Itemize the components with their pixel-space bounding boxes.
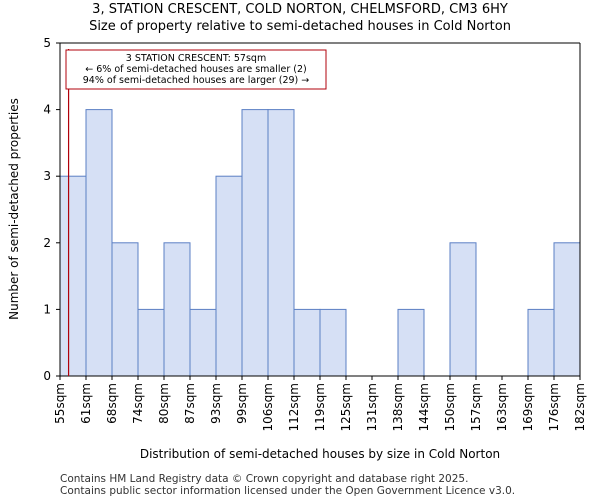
bar-119sqm — [319, 308, 347, 377]
chart-subtitle: Size of property relative to semi-detach… — [89, 19, 511, 34]
footer-copyright: Contains HM Land Registry data © Crown c… — [60, 473, 469, 485]
x-tick-label: 144sqm — [417, 383, 431, 431]
y-ticks-group: 0 1 2 3 4 5 — [43, 36, 60, 383]
x-tick-label: 112sqm — [287, 383, 301, 431]
x-tick-label: 176sqm — [547, 383, 561, 431]
annotation-frame — [65, 49, 327, 90]
x-tick-label: 55sqm — [53, 383, 67, 424]
bar-74sqm — [137, 308, 165, 377]
x-ticks-group: 55sqm 61sqm 68sqm 74sqm 80sqm 87sqm 93sqm 99sqm… — [53, 376, 587, 431]
x-tick-label: 157sqm — [469, 383, 483, 431]
x-tick-label: 106sqm — [261, 383, 275, 431]
y-tick-label: 2 — [43, 236, 51, 250]
bar-112sqm — [293, 308, 321, 377]
x-tick-label: 93sqm — [209, 383, 223, 424]
bar-93sqm — [215, 175, 243, 377]
x-tick-label: 131sqm — [365, 383, 379, 431]
y-axis-label: Number of semi-detached properties — [7, 98, 21, 320]
y-tick-label: 1 — [43, 302, 51, 316]
y-tick-label: 4 — [43, 103, 51, 117]
x-tick-label: 119sqm — [313, 383, 327, 431]
x-tick-label: 99sqm — [235, 383, 249, 424]
y-tick-label: 0 — [43, 369, 51, 383]
x-tick-label: 163sqm — [495, 383, 509, 431]
bar-138sqm — [397, 308, 425, 377]
y-tick-label: 3 — [43, 169, 51, 183]
x-tick-label: 125sqm — [339, 383, 353, 431]
bar-106sqm — [267, 109, 295, 377]
bar-150sqm — [449, 242, 477, 377]
bar-61sqm — [85, 109, 113, 377]
chart-title: 3, STATION CRESCENT, COLD NORTON, CHELMS… — [92, 2, 508, 17]
x-axis-label: Distribution of semi-detached houses by … — [140, 447, 500, 461]
x-tick-label: 182sqm — [573, 383, 587, 431]
x-tick-label: 87sqm — [183, 383, 197, 424]
x-tick-label: 138sqm — [391, 383, 405, 431]
annotation-box: 3 STATION CRESCENT: 57sqm ← 6% of semi-d… — [65, 49, 327, 90]
annotation-line-2: ← 6% of semi-detached houses are smaller… — [85, 64, 306, 75]
bar-169sqm — [527, 308, 555, 377]
footer-licence: Contains public sector information licen… — [60, 485, 516, 497]
x-tick-label: 68sqm — [105, 383, 119, 424]
bar-55sqm — [59, 175, 87, 377]
x-tick-label: 74sqm — [131, 383, 145, 424]
histogram-chart: 0 1 2 3 4 5 55sqm 61sqm 68sqm 74sqm 80sqm 87sqm 93s… — [7, 36, 587, 461]
bar-176sqm — [553, 242, 581, 377]
bar-87sqm — [189, 308, 217, 377]
bar-68sqm — [111, 242, 139, 377]
x-tick-label: 150sqm — [443, 383, 457, 431]
annotation-line-3: 94% of semi-detached houses are larger (… — [83, 75, 310, 86]
bars-group — [59, 109, 581, 377]
x-tick-label: 169sqm — [521, 383, 535, 431]
bar-80sqm — [163, 242, 191, 377]
annotation-line-1: 3 STATION CRESCENT: 57sqm — [126, 53, 266, 64]
bar-99sqm — [241, 109, 269, 377]
x-tick-label: 80sqm — [157, 383, 171, 424]
x-tick-label: 61sqm — [79, 383, 93, 424]
y-tick-label: 5 — [43, 36, 51, 50]
